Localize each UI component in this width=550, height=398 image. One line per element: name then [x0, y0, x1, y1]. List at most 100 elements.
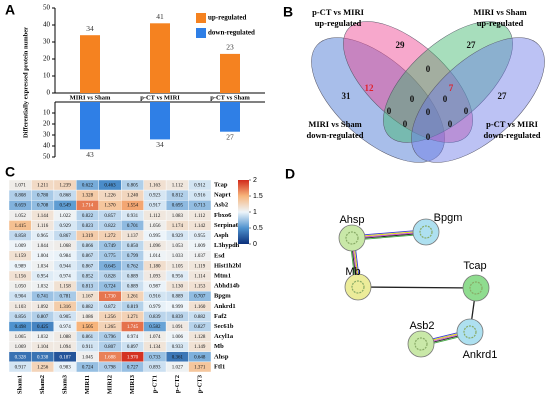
cell-label: 0.857 — [104, 214, 116, 219]
node-structure — [419, 225, 433, 239]
legend-label: down-regulated — [208, 29, 255, 37]
cell-label: 1.370 — [104, 204, 116, 209]
cell-label: 0.707 — [194, 295, 206, 300]
cell-label: 0.727 — [127, 365, 139, 370]
row-label: L3hypdh — [214, 242, 240, 249]
cell-label: 1.083 — [172, 214, 184, 219]
cell-label: 1.056 — [149, 224, 161, 229]
cell-label: 1.137 — [127, 234, 139, 239]
cell-label: 0.807 — [37, 315, 49, 320]
network-node — [407, 330, 435, 358]
cell-label: 1.053 — [172, 244, 184, 249]
cell-label: 1.116 — [37, 224, 49, 229]
bar — [150, 102, 170, 140]
network-node — [412, 218, 440, 246]
y-tick-label: 20 — [43, 55, 51, 63]
y-tick-label: 50 — [43, 4, 51, 12]
cell-label: 0.733 — [149, 355, 161, 360]
cell-label: 0.850 — [127, 244, 139, 249]
x-tick-label: MIRI vs Sham — [70, 94, 111, 101]
cell-label: 1.112 — [172, 183, 184, 188]
venn-count: 0 — [387, 106, 392, 116]
venn-count: 0 — [426, 64, 431, 74]
cell-label: 1.128 — [194, 335, 206, 340]
row-label: Bpgm — [214, 293, 231, 300]
cell-label: 0.882 — [82, 305, 94, 310]
value-label: 27 — [226, 132, 234, 141]
legend-label: up-regulated — [208, 14, 246, 22]
cell-label: 1.271 — [127, 315, 139, 320]
row-label: Mb — [214, 343, 224, 350]
node-structure — [351, 280, 365, 294]
bar — [80, 102, 100, 150]
cell-label: 1.153 — [194, 285, 206, 290]
cell-label: 0.852 — [82, 274, 94, 279]
cell-label: 1.096 — [149, 244, 161, 249]
cell-label: 0.916 — [149, 295, 161, 300]
cell-label: 0.999 — [172, 305, 184, 310]
cell-label: 1.112 — [194, 214, 206, 219]
row-label: Acyl1a — [214, 333, 234, 340]
cell-label: 1.052 — [15, 214, 27, 219]
cell-label: 0.781 — [59, 295, 71, 300]
y2-tick-label: 10 — [43, 109, 51, 117]
cell-label: 1.745 — [127, 325, 139, 330]
legend-swatch — [196, 13, 206, 23]
row-label: Fbxo6 — [214, 212, 232, 219]
row-label: Sec61b — [214, 323, 234, 330]
cell-label: 0.893 — [149, 365, 161, 370]
cell-label: 0.983 — [59, 365, 71, 370]
cell-label: 1.071 — [15, 183, 27, 188]
column-label: p-CT1 — [151, 375, 158, 393]
y2-tick-label: 30 — [43, 131, 51, 139]
colorbar-label: 0.5 — [253, 225, 263, 232]
cell-label: 1.091 — [172, 325, 184, 330]
cell-label: 0.912 — [194, 183, 206, 188]
network-node — [462, 274, 490, 302]
cell-label: 0.987 — [149, 285, 161, 290]
cell-label: 1.105 — [172, 264, 184, 269]
cell-label: 0.954 — [37, 274, 49, 279]
column-label: MIRI1 — [84, 375, 91, 394]
cell-label: 1.065 — [15, 335, 27, 340]
cell-label: 0.724 — [82, 365, 94, 370]
column-label: MIRI2 — [106, 375, 113, 394]
cell-label: 0.858 — [15, 234, 27, 239]
column-label: p-CT2 — [174, 375, 181, 393]
cell-label: 1.103 — [15, 305, 27, 310]
cell-label: 0.807 — [104, 345, 116, 350]
cell-label: 1.050 — [15, 285, 27, 290]
cell-label: 0.498 — [15, 325, 27, 330]
cell-label: 1.505 — [82, 325, 94, 330]
cell-label: 0.338 — [37, 355, 49, 360]
cell-label: 1.032 — [37, 335, 49, 340]
cell-label: 0.955 — [194, 234, 206, 239]
cell-label: 0.775 — [104, 254, 116, 259]
cell-label: 1.163 — [149, 183, 161, 188]
cell-label: 1.730 — [104, 295, 116, 300]
cell-label: 1.074 — [149, 335, 161, 340]
cell-label: 1.045 — [82, 355, 94, 360]
cell-label: 1.272 — [104, 234, 116, 239]
cell-label: 0.812 — [172, 194, 184, 199]
cell-label: 1.159 — [15, 254, 27, 259]
row-label: Asb2 — [214, 202, 228, 209]
cell-label: 0.889 — [127, 274, 139, 279]
cell-label: 0.724 — [104, 285, 116, 290]
cell-label: 0.799 — [127, 254, 139, 259]
cell-label: 0.713 — [194, 204, 206, 209]
cell-label: 1.034 — [37, 264, 49, 269]
cell-label: 0.741 — [37, 295, 49, 300]
cell-label: 1.092 — [37, 305, 49, 310]
network-node-label: Ankrd1 — [463, 349, 498, 361]
cell-label: 1.211 — [37, 183, 49, 188]
cell-label: 0.425 — [37, 325, 49, 330]
network-node-label: Mb — [345, 266, 360, 278]
cell-label: 1.256 — [104, 315, 116, 320]
cell-label: 0.929 — [172, 234, 184, 239]
venn-count: 29 — [396, 40, 406, 50]
cell-label: 0.923 — [149, 194, 161, 199]
column-label: Sham3 — [62, 374, 69, 394]
cell-label: 0.974 — [59, 325, 71, 330]
column-label: MIRI3 — [129, 374, 136, 394]
